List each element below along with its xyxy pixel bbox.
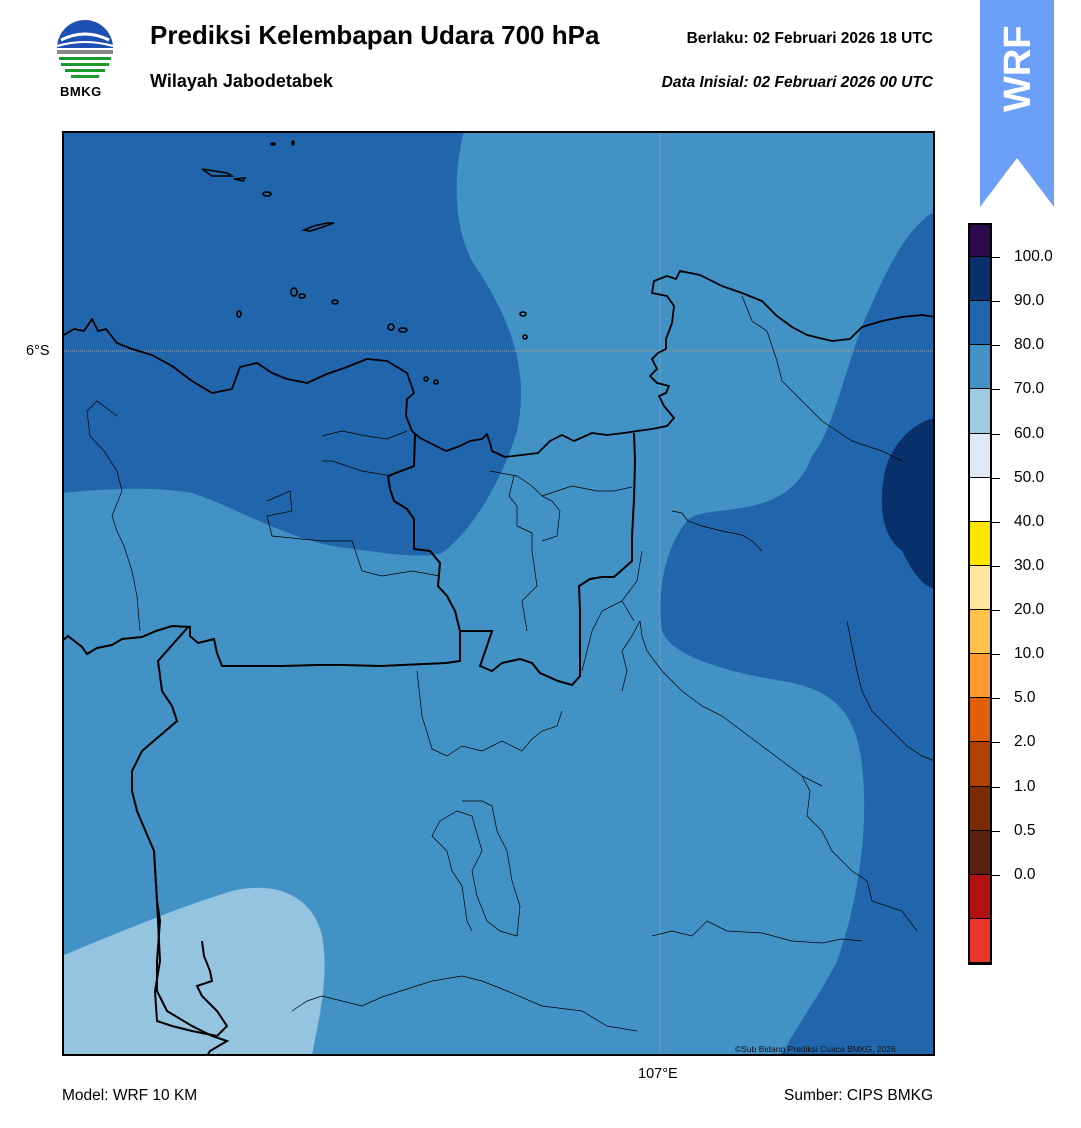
colorbar-swatch: [970, 477, 990, 522]
wrf-banner: WRF: [980, 0, 1054, 210]
colorbar-label: 60.0: [1014, 424, 1045, 442]
colorbar-label: 0.5: [1014, 821, 1036, 839]
wrf-banner-text: WRF: [997, 25, 1039, 112]
colorbar-label: 90.0: [1014, 292, 1045, 310]
colorbar-label: 2.0: [1014, 733, 1036, 751]
thousand-islands: [201, 140, 528, 385]
colorbar-tick: [992, 786, 1000, 788]
colorbar-swatch: [970, 389, 990, 434]
humidity-map: [62, 131, 935, 1056]
coastline: [62, 270, 935, 458]
colorbar-tick: [992, 874, 1000, 876]
map-subtitle: Wilayah Jabodetabek: [150, 71, 333, 91]
colorbar-swatch: [970, 654, 990, 699]
colorbar-swatch: [970, 786, 990, 831]
colorbar-swatch: [970, 433, 990, 478]
band-80-90-east: [660, 211, 935, 1056]
colorbar-label: 80.0: [1014, 336, 1045, 354]
latitude-label: 6°S: [26, 343, 50, 359]
province-border: [62, 433, 461, 668]
colorbar-tick: [992, 257, 1000, 258]
bmkg-logo: [53, 20, 117, 84]
map-copyright: ©Sub Bidang Prediksi Cuaca BMKG, 2026: [735, 1044, 896, 1054]
band-90-100: [881, 418, 935, 589]
colorbar-tick: [992, 433, 1000, 435]
colorbar-label: 10.0: [1014, 645, 1045, 663]
bmkg-emblem-icon: [55, 20, 115, 82]
colorbar-label: 1.0: [1014, 777, 1036, 795]
colorbar-tick: [992, 389, 1000, 391]
colorbar-swatch: [970, 698, 990, 743]
colorbar-swatch: [970, 565, 990, 610]
colorbar-label: 50.0: [1014, 468, 1045, 486]
colorbar-tick: [992, 742, 1000, 744]
colorbar-swatch: [970, 610, 990, 655]
colorbar-swatch: [970, 301, 990, 346]
colorbar-tick: [992, 654, 1000, 656]
colorbar-swatch: [970, 742, 990, 787]
logo-text: BMKG: [60, 84, 102, 99]
colorbar-label: 30.0: [1014, 556, 1045, 574]
source-label: Sumber: CIPS BMKG: [783, 1087, 933, 1104]
regency-borders: [86, 295, 935, 1032]
colorbar-tick: [992, 477, 1000, 479]
valid-time: Berlaku: 02 Februari 2026 18 UTC: [686, 30, 933, 47]
colorbar-tick: [992, 345, 1000, 347]
colorbar-swatch: [970, 874, 990, 919]
colorbar-tick: [992, 565, 1000, 567]
colorbar-tick: [992, 301, 1000, 303]
colorbar-swatch: [970, 918, 990, 963]
colorbar-tick: [992, 830, 1000, 832]
colorbar-swatch: [970, 830, 990, 875]
colorbar-label: 5.0: [1014, 689, 1036, 707]
colorbar-label: 100.0: [1014, 248, 1053, 265]
colorbar-tick: [992, 698, 1000, 700]
longitude-label: 107°E: [638, 1066, 678, 1082]
colorbar-swatch: [970, 257, 990, 302]
map-canvas: [62, 131, 935, 1056]
coast-south-west: [153, 850, 230, 1056]
init-time: Data Inisial: 02 Februari 2026 00 UTC: [661, 74, 933, 91]
colorbar-tick: [992, 521, 1000, 523]
band-80-90-northwest: [62, 131, 521, 556]
colorbar-swatch: [970, 345, 990, 390]
province-border-3: [131, 625, 229, 1038]
model-label: Model: WRF 10 KM: [62, 1087, 198, 1104]
map-title: Prediksi Kelembapan Udara 700 hPa: [150, 20, 600, 50]
colorbar-label: 0.0: [1014, 865, 1036, 883]
province-border-2: [460, 432, 637, 687]
colorbar-label: 40.0: [1014, 512, 1045, 530]
colorbar-swatch: [970, 225, 990, 257]
colorbar-label: 20.0: [1014, 601, 1045, 618]
band-60-70-southwest: [62, 887, 325, 1056]
colorbar-swatch: [970, 521, 990, 566]
colorbar-label: 70.0: [1014, 380, 1045, 398]
colorbar-tick: [992, 610, 1000, 611]
colorbar: [968, 223, 992, 965]
